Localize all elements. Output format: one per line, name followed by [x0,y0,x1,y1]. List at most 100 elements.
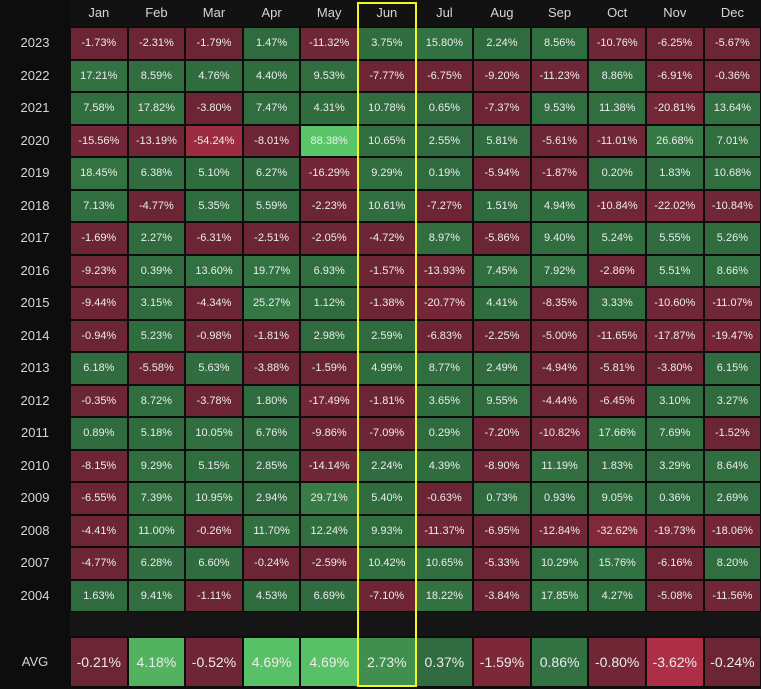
heatmap-cell: -0.26% [185,514,243,547]
heatmap-cell: 6.60% [185,547,243,580]
heatmap-cell: -7.77% [358,59,416,92]
heatmap-cell: -14.14% [300,449,358,482]
heatmap-cell: -1.87% [530,157,589,190]
heatmap-cell: -1.81% [358,384,416,417]
month-header-dec: Dec [703,0,761,26]
heatmap-cell: -6.16% [646,547,704,580]
heatmap-cell: 2.55% [415,124,474,157]
heatmap-cell: -5.33% [473,547,531,580]
heatmap-cell: -9.20% [473,59,531,92]
heatmap-cell: 26.68% [646,124,704,157]
heatmap-cell: 9.40% [530,222,589,255]
heatmap-cell: 6.18% [70,352,128,385]
heatmap-cell: -1.11% [185,579,243,612]
heatmap-cell: 4.27% [588,579,646,612]
heatmap-cell: 2.24% [358,449,416,482]
heatmap-cell: -3.88% [242,352,301,385]
year-label: 2017 [20,230,50,245]
heatmap-cell: 1.80% [242,384,301,417]
heatmap-cell: -22.02% [646,189,704,222]
heatmap-cell: 8.64% [703,449,761,482]
heatmap-cell: -7.37% [473,92,531,125]
heatmap-cell: 12.24% [300,514,358,547]
heatmap-cell: 0.93% [530,482,589,515]
heatmap-cell: 10.29% [530,547,589,580]
heatmap-cell: 3.65% [415,384,474,417]
heatmap-cell: 2.49% [473,352,531,385]
heatmap-cell: -3.80% [646,352,704,385]
heatmap-cell: -8.01% [242,124,301,157]
heatmap-cell: 4.94% [530,189,589,222]
heatmap-cell: 3.33% [588,287,646,320]
heatmap-cell: -1.38% [358,287,416,320]
heatmap-cell: 7.39% [127,482,186,515]
heatmap-cell: -15.56% [70,124,128,157]
year-label: 2023 [20,35,50,50]
heatmap-cell: -9.44% [70,287,128,320]
heatmap-cell: 7.13% [70,189,128,222]
heatmap-cell: -8.15% [70,449,128,482]
heatmap-cell: 9.55% [473,384,531,417]
heatmap-cell: -6.91% [646,59,704,92]
heatmap-cell: 2.59% [358,319,416,352]
heatmap-cell: 6.15% [703,352,761,385]
heatmap-cell: -5.86% [473,222,531,255]
avg-cell: 0.37% [415,637,474,687]
heatmap-cell: -1.79% [185,27,243,60]
avg-cell: -3.62% [646,637,704,687]
heatmap-cell: -5.81% [588,352,646,385]
heatmap-cell: 3.15% [127,287,186,320]
month-header-feb: Feb [127,0,186,26]
heatmap-cell: 5.10% [185,157,243,190]
heatmap-cell: 10.68% [703,157,761,190]
heatmap-cell: -9.86% [300,417,358,450]
year-label: 2018 [20,197,50,213]
heatmap-cell: -20.77% [415,287,474,320]
avg-cell: 0.86% [530,637,589,687]
heatmap-cell: 5.59% [242,189,301,222]
heatmap-cell: -2.23% [300,189,358,222]
month-header-oct: Oct [588,0,646,26]
heatmap-cell: 17.85% [530,579,589,612]
heatmap-cell: 7.69% [646,417,704,450]
heatmap-cell: 17.21% [70,59,128,92]
avg-cell: -0.21% [70,637,128,687]
avg-cell: -1.59% [473,637,531,687]
heatmap-cell: -0.24% [242,547,301,580]
heatmap-cell: 4.76% [185,59,243,92]
heatmap-cell: 4.39% [415,449,474,482]
heatmap-cell: 5.15% [185,449,243,482]
avg-cell: 4.18% [127,637,186,687]
heatmap-cell: 8.59% [127,59,186,92]
year-label: 2009 [20,490,50,505]
heatmap-cell: 2.94% [242,482,301,515]
avg-cell: -0.24% [703,637,761,687]
heatmap-cell: 25.27% [242,287,301,320]
heatmap-cell: 13.60% [185,254,243,287]
heatmap-cell: 9.53% [530,92,589,125]
heatmap-cell: -13.93% [415,254,474,287]
heatmap-cell: 18.22% [415,579,474,612]
heatmap-cell: 0.20% [588,157,646,190]
heatmap-cell: 15.80% [415,27,474,60]
heatmap-cell: 2.24% [473,27,531,60]
heatmap-cell: 5.26% [703,222,761,255]
heatmap-cell: -6.45% [588,384,646,417]
heatmap-cell: -10.76% [588,27,646,60]
heatmap-cell: -4.94% [530,352,589,385]
avg-cell: -0.80% [588,637,646,687]
heatmap-cell: 19.77% [242,254,301,287]
year-label: 2020 [20,132,50,148]
year-label: 2007 [20,555,50,570]
year-label: 2008 [20,522,50,538]
heatmap-cell: 5.23% [127,319,186,352]
heatmap-cell: 0.89% [70,417,128,450]
heatmap-cell: -1.57% [358,254,416,287]
heatmap-cell: -10.84% [588,189,646,222]
heatmap-cell: 9.41% [127,579,186,612]
heatmap-cell: -1.52% [703,417,761,450]
heatmap-cell: -0.94% [70,319,128,352]
heatmap-cell: 2.27% [127,222,186,255]
heatmap-cell: 10.78% [358,92,416,125]
heatmap-cell: -1.73% [70,27,128,60]
